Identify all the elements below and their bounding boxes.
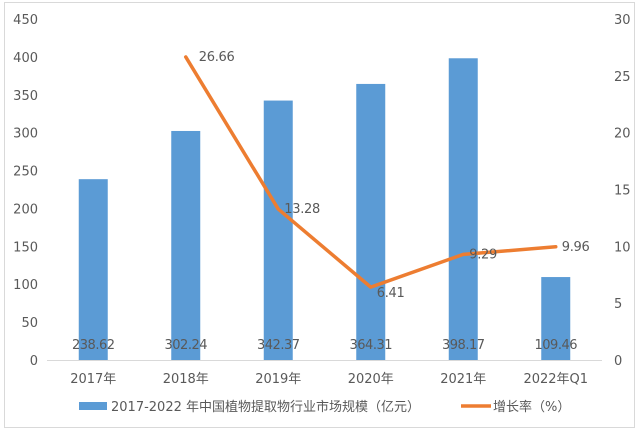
line-data-label: 13.28 (284, 202, 320, 217)
x-tick-label: 2021年 (440, 372, 486, 387)
y-left-tick: 450 (13, 13, 38, 28)
y-right-tick: 15 (614, 184, 631, 199)
y-left-tick: 300 (13, 127, 38, 142)
x-tick-label: 2019年 (255, 372, 301, 387)
legend-bar-label: 2017-2022 年中国植物提取物行业市场规模（亿元） (111, 399, 420, 415)
bar-data-label: 238.62 (72, 338, 115, 353)
y-left-tick: 200 (13, 202, 38, 217)
bar-data-label: 364.31 (350, 338, 393, 353)
bar-data-label: 342.37 (257, 338, 300, 353)
legend-line-label: 增长率（%） (493, 399, 570, 415)
x-tick-label: 2017年 (70, 372, 116, 387)
chart-frame (4, 2, 635, 428)
y-right-tick: 25 (614, 70, 631, 85)
y-left-tick: 400 (13, 51, 38, 66)
line-data-label: 26.66 (199, 50, 235, 65)
y-left-tick: 350 (13, 89, 38, 104)
bar (263, 100, 293, 360)
legend-bar-swatch (79, 402, 107, 410)
bar (356, 83, 386, 361)
y-left-tick: 100 (13, 278, 38, 293)
y-right-tick: 0 (614, 354, 622, 369)
x-tick-label: 2018年 (163, 372, 209, 387)
bar (448, 58, 478, 360)
y-right-tick: 30 (614, 13, 631, 28)
bar (541, 277, 571, 360)
bar (78, 179, 108, 360)
x-tick-label: 2022年Q1 (523, 372, 588, 387)
line-data-label: 6.41 (377, 286, 405, 301)
y-left-tick: 50 (21, 316, 38, 331)
y-right-tick: 20 (614, 127, 631, 142)
y-left-tick: 150 (13, 240, 38, 255)
x-tick-label: 2020年 (348, 372, 394, 387)
y-right-tick: 10 (614, 240, 631, 255)
bar-data-label: 398.17 (442, 338, 485, 353)
bar-data-label: 109.46 (535, 338, 578, 353)
line-data-label: 9.29 (469, 247, 497, 262)
y-left-tick: 250 (13, 165, 38, 180)
bar (171, 130, 201, 360)
y-left-tick: 0 (30, 354, 38, 369)
bar-data-label: 302.24 (165, 338, 208, 353)
growth-rate-line (184, 55, 558, 289)
y-right-tick: 5 (614, 297, 622, 312)
line-data-label: 9.96 (562, 240, 590, 255)
